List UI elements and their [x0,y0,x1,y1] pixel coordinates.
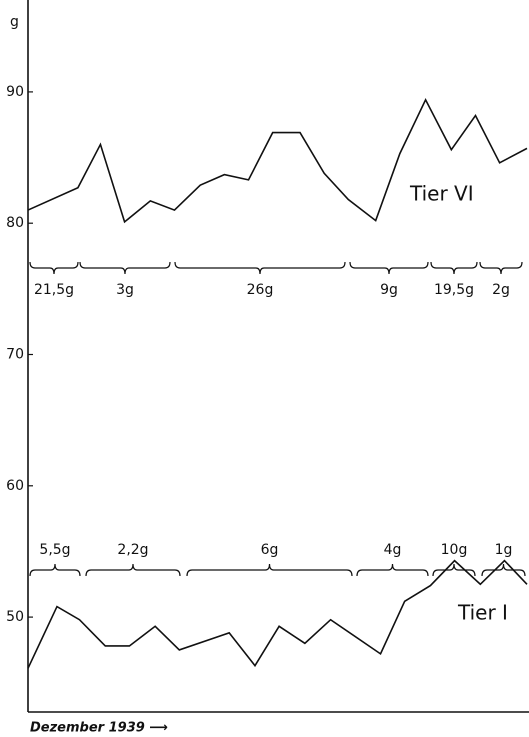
y-tick-label: 70 [6,347,24,363]
y-tick-label: 80 [6,215,24,231]
annotation: 2g [492,282,510,298]
brace [29,563,81,577]
series-label: Tier VI [409,182,474,206]
annotation: 19,5g [434,282,474,298]
brace [174,261,346,275]
annotation: 26g [247,282,274,298]
brace [79,261,171,275]
annotation: 3g [116,282,134,298]
y-tick-label: 50 [6,609,24,625]
series-label: Tier I [457,601,508,625]
brace [85,563,181,577]
brace [29,261,79,275]
brace [432,563,476,577]
annotation: 21,5g [34,282,74,298]
brace [186,563,353,577]
annotation: 5,5g [39,542,70,558]
annotation: 2,2g [117,542,148,558]
annotation: 6g [261,542,279,558]
y-tick-label: 90 [6,84,24,100]
brace [430,261,478,275]
brace [479,261,523,275]
line-series [27,559,528,669]
annotation: 4g [384,542,402,558]
line-series [27,97,528,224]
annotation: 10g [441,542,468,558]
brace [481,563,526,577]
brace [356,563,429,577]
annotation: 1g [495,542,513,558]
x-axis-label: Dezember 1939 ⟶ [30,721,168,736]
y-tick-label: 60 [6,478,24,494]
annotation: 9g [380,282,398,298]
y-axis-label: g [10,14,19,30]
brace [349,261,429,275]
